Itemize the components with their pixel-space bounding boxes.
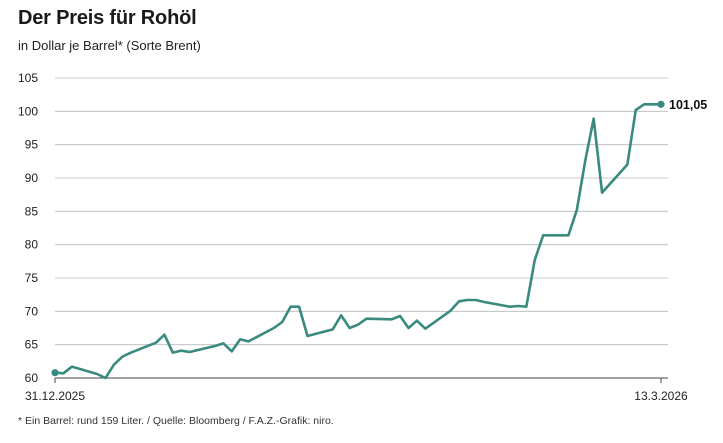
- y-tick-label: 85: [25, 204, 39, 218]
- y-tick-label: 80: [25, 238, 39, 252]
- y-tick-label: 65: [25, 338, 39, 352]
- y-tick-label: 100: [18, 104, 38, 118]
- y-tick-label: 95: [25, 138, 39, 152]
- end-point-marker: [657, 100, 665, 108]
- chart-title: Der Preis für Rohöl: [18, 7, 197, 29]
- end-value-label: 101,05: [669, 98, 707, 112]
- y-tick-label: 75: [25, 271, 39, 285]
- y-tick-label: 105: [18, 71, 38, 85]
- y-tick-label: 70: [25, 304, 39, 318]
- start-point-marker: [51, 369, 59, 377]
- footnote: * Ein Barrel: rund 159 Liter. / Quelle: …: [18, 415, 334, 427]
- y-tick-label: 60: [25, 371, 39, 385]
- x-tick-label: 31.12.2025: [25, 389, 85, 403]
- x-tick-label: 13.3.2026: [634, 389, 688, 403]
- y-tick-label: 90: [25, 171, 39, 185]
- price-line: [53, 103, 663, 380]
- chart-subtitle: in Dollar je Barrel* (Sorte Brent): [18, 38, 201, 53]
